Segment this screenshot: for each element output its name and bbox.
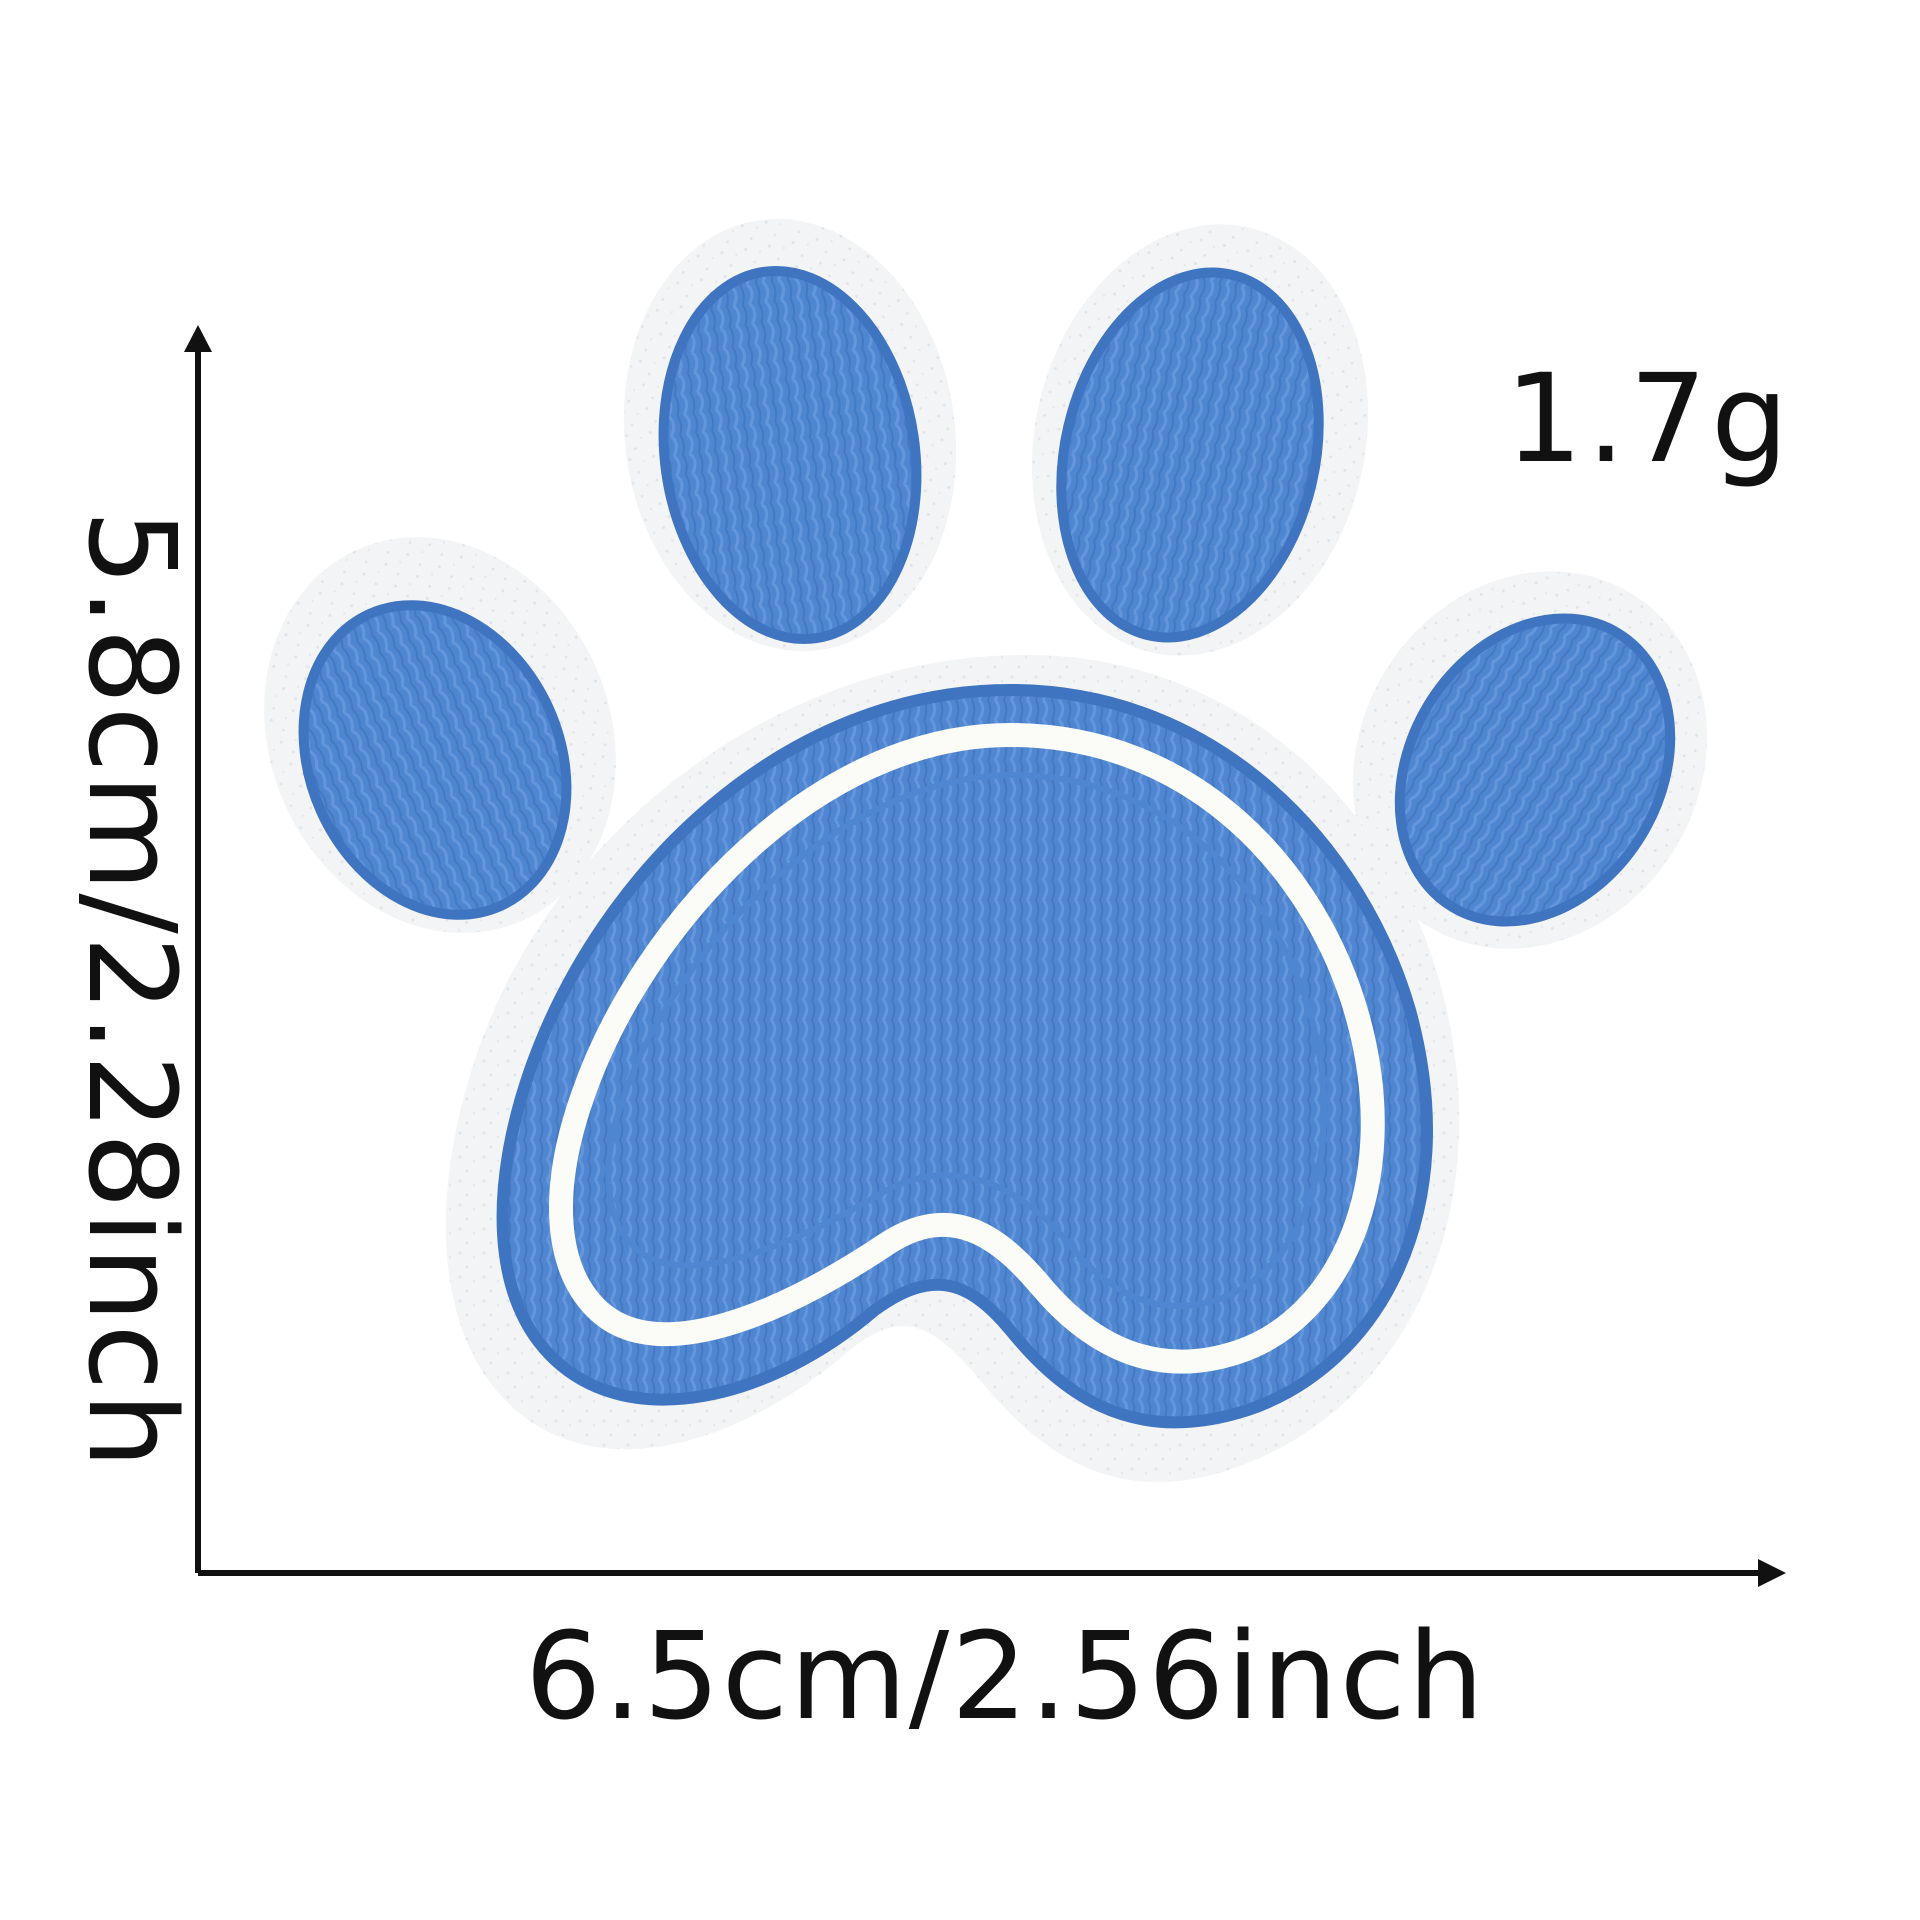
paw-patch-toe-pads <box>298 265 1676 927</box>
dimension-axes <box>184 325 1786 1587</box>
width-dimension-label: 6.5cm/2.56inch <box>525 1608 1486 1747</box>
height-dimension-label: 5.8cm/2.28inch <box>61 509 200 1471</box>
paw-patch-main-pad <box>496 683 1433 1429</box>
weight-label: 1.7g <box>1505 348 1793 490</box>
